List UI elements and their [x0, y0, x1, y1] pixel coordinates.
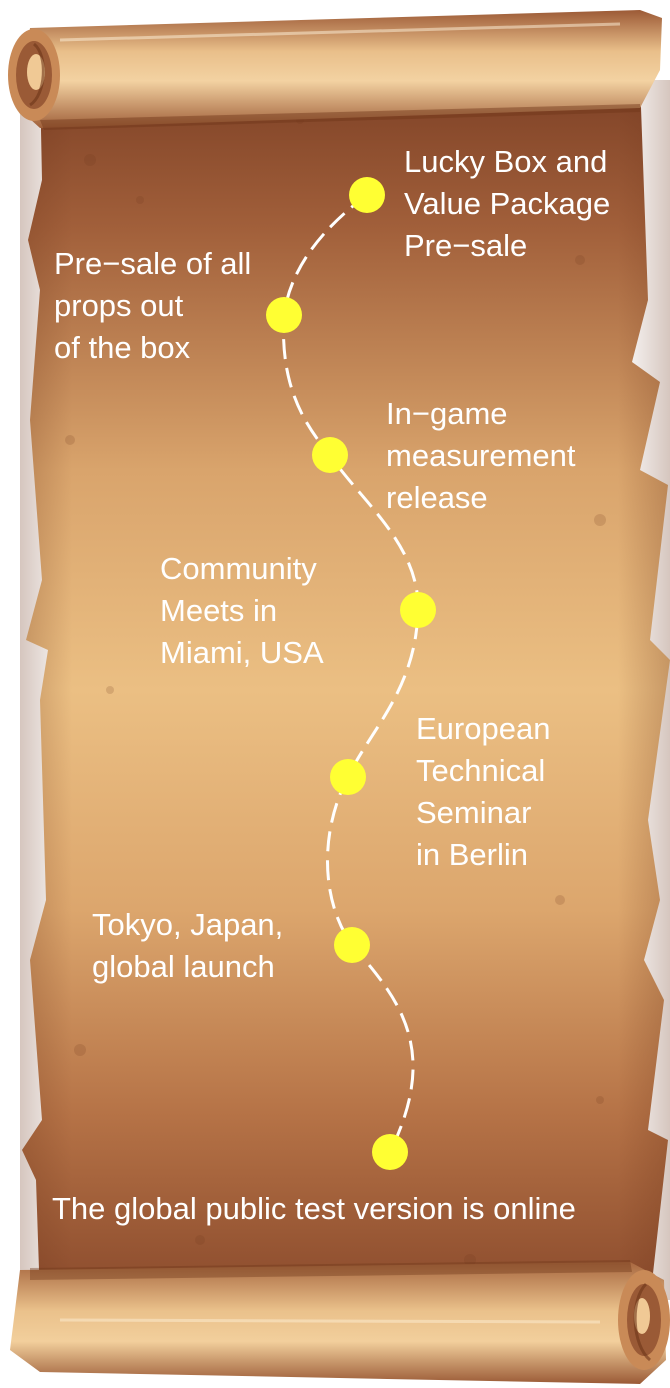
milestone-label-props-presale: Pre−sale of all props out of the box [54, 246, 252, 365]
milestone-dot [334, 927, 370, 963]
milestone-dots [266, 177, 436, 1170]
milestone-label-lucky-box: Lucky Box and Value Package Pre−sale [404, 144, 611, 263]
milestone-label-global-launch: Tokyo, Japan, global launch [92, 907, 284, 984]
milestone-dot [400, 592, 436, 628]
bottom-scroll-roll [10, 1260, 670, 1384]
milestone-dot [266, 297, 302, 333]
milestone-dot [330, 759, 366, 795]
parchment-texture [65, 116, 606, 1266]
milestone-label-public-test: The global public test version is online [52, 1191, 576, 1226]
milestone-label-technical-seminar: European Technical Seminar in Berlin [416, 711, 551, 872]
milestone-dot [312, 437, 348, 473]
top-scroll-roll [8, 10, 662, 130]
milestone-dot [372, 1134, 408, 1170]
milestone-label-community-meets: Community Meets in Miami, USA [160, 551, 324, 670]
milestone-dot [349, 177, 385, 213]
milestone-label-measurement-release: In−game measurement release [386, 396, 576, 515]
